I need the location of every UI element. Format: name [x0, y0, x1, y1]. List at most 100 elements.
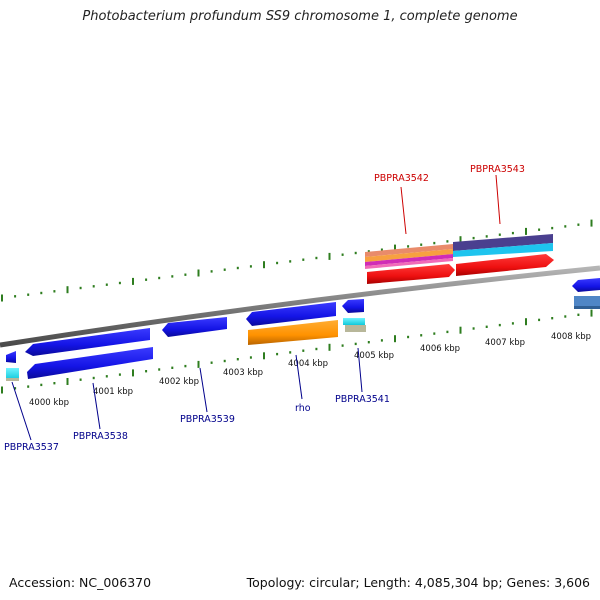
forward-minor-tick	[498, 233, 501, 236]
gene-label-PBPRA3543[interactable]: PBPRA3543	[470, 164, 525, 175]
tick-label-4001: 4001 kbp	[93, 387, 133, 397]
gene-feature-PBPRA3539[interactable]	[162, 317, 227, 337]
gene-label-PBPRA3539[interactable]: PBPRA3539	[180, 414, 235, 425]
tick-label-4002: 4002 kbp	[159, 377, 199, 387]
forward-major-tick	[197, 269, 200, 277]
reverse-minor-tick	[92, 376, 95, 380]
forward-minor-tick	[223, 268, 226, 271]
reverse-minor-tick	[407, 335, 410, 339]
forward-major-tick	[263, 261, 265, 269]
reverse-minor-tick	[380, 339, 383, 342]
gene-label-PBPRA3542[interactable]: PBPRA3542	[374, 173, 429, 184]
forward-minor-tick	[511, 231, 514, 235]
reverse-minor-tick	[145, 370, 148, 373]
reverse-minor-tick	[485, 325, 488, 328]
reverse-minor-tick	[105, 375, 108, 378]
gene-feature-PBPRA3542[interactable]	[367, 264, 455, 284]
reverse-major-tick	[590, 309, 593, 317]
reverse-minor-tick	[367, 341, 370, 344]
tick-label-4000: 4000 kbp	[29, 398, 69, 408]
forward-minor-tick	[315, 256, 318, 260]
reverse-minor-tick	[538, 318, 541, 322]
reverse-minor-tick	[236, 358, 239, 361]
forward-minor-tick	[40, 291, 43, 295]
gene-feature-rho[interactable]	[248, 320, 338, 345]
forward-major-tick	[66, 286, 69, 294]
forward-minor-tick	[538, 228, 541, 231]
forward-minor-tick	[92, 285, 95, 288]
gene-feature-PBPRA3537[interactable]	[25, 328, 150, 356]
forward-minor-tick	[249, 265, 252, 268]
forward-minor-tick	[380, 248, 383, 251]
reverse-major-tick	[197, 360, 200, 368]
reverse-minor-tick	[472, 327, 475, 330]
forward-minor-tick	[341, 253, 344, 256]
forward-minor-tick	[79, 286, 82, 290]
gene-feature-PBPRA3542-band2[interactable]	[365, 249, 453, 262]
gene-feature-right-edge-steel[interactable]	[574, 296, 600, 308]
reverse-minor-tick	[354, 342, 357, 346]
gene-feature-PBPRA3543-band2[interactable]	[453, 243, 553, 257]
forward-major-tick	[459, 236, 462, 244]
forward-major-tick	[132, 277, 134, 285]
reverse-minor-tick	[158, 368, 161, 371]
forward-minor-tick	[210, 270, 213, 273]
reverse-minor-tick	[79, 378, 82, 381]
forward-minor-tick	[407, 245, 410, 248]
reverse-minor-tick	[511, 322, 514, 325]
gene-feature-PBPRA3542-band1[interactable]	[365, 244, 453, 257]
reverse-major-tick	[1, 386, 3, 394]
reverse-minor-tick	[40, 383, 43, 387]
gene-feature-rho-blue[interactable]	[246, 302, 336, 326]
reverse-major-tick	[394, 335, 396, 343]
reverse-major-tick	[263, 352, 265, 360]
gene-feature-right-edge-blue[interactable]	[572, 278, 600, 292]
gene-label-rho[interactable]: rho	[295, 403, 311, 414]
forward-minor-tick	[276, 261, 279, 265]
reverse-minor-tick	[210, 361, 213, 364]
reverse-minor-tick	[27, 385, 30, 388]
gene-feature-PBPRA3542-band3[interactable]	[365, 254, 453, 266]
chromosome-backbone	[0, 265, 600, 348]
gene-label-PBPRA3537[interactable]: PBPRA3537	[4, 442, 59, 453]
tick-label-4003: 4003 kbp	[223, 368, 263, 378]
reverse-strand-features	[6, 278, 600, 381]
tick-label-4004: 4004 kbp	[288, 359, 328, 369]
gene-label-PBPRA3541[interactable]: PBPRA3541	[335, 394, 390, 405]
gene-label-PBPRA3538[interactable]: PBPRA3538	[73, 431, 128, 442]
topology-text: Topology: circular; Length: 4,085,304 bp…	[246, 575, 590, 590]
gene-feature-PBPRA3541[interactable]	[343, 318, 365, 325]
forward-major-tick	[394, 244, 396, 252]
accession-text: Accession: NC_006370	[9, 575, 152, 590]
reverse-minor-tick	[184, 364, 187, 368]
reverse-minor-tick	[498, 323, 501, 327]
forward-major-tick	[590, 219, 593, 227]
reverse-major-tick	[459, 326, 462, 334]
forward-minor-tick	[14, 295, 17, 298]
forward-minor-tick	[485, 235, 488, 238]
gene-feature-cyan-left[interactable]	[6, 368, 19, 380]
gene-feature-PBPRA3543[interactable]	[456, 254, 554, 276]
reverse-minor-tick	[420, 334, 423, 337]
forward-minor-tick	[184, 273, 187, 276]
forward-minor-tick	[53, 290, 56, 293]
gene-feature-PBPRA3541-blue[interactable]	[342, 299, 364, 313]
gene-feature-small-left[interactable]	[6, 351, 16, 363]
gene-feature-PBPRA3541-tan	[345, 325, 366, 332]
gene-feature-PBPRA3542-band4[interactable]	[365, 258, 453, 269]
gene-feature-tan-left	[6, 378, 19, 381]
forward-minor-tick	[158, 276, 161, 280]
reverse-minor-tick	[118, 373, 121, 376]
forward-minor-tick	[289, 260, 292, 263]
tick-label-4005: 4005 kbp	[354, 351, 394, 361]
forward-minor-tick	[577, 223, 580, 226]
reverse-minor-tick	[249, 356, 252, 359]
gene-feature-PBPRA3543-band1[interactable]	[453, 234, 553, 251]
forward-minor-tick	[433, 241, 436, 245]
tick-label-4006: 4006 kbp	[420, 344, 460, 354]
forward-minor-tick	[446, 240, 449, 243]
reverse-minor-tick	[551, 317, 554, 320]
gene-feature-PBPRA3538[interactable]	[27, 347, 153, 379]
reverse-minor-tick	[341, 344, 344, 347]
